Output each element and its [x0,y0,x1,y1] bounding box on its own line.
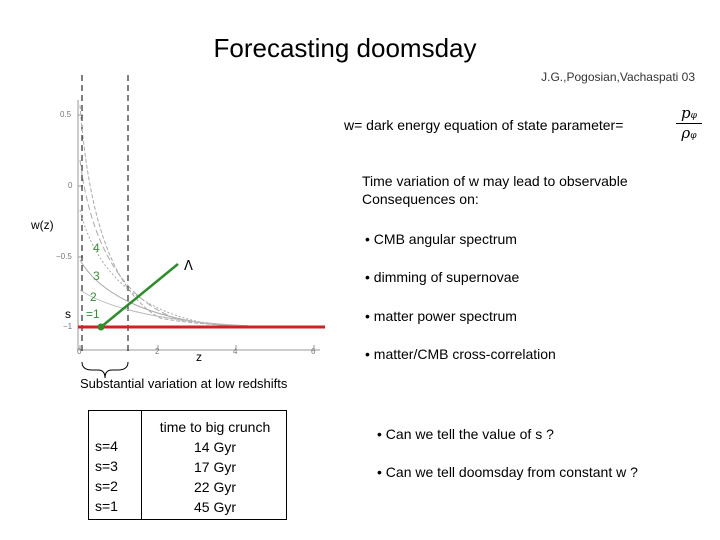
curve-label-4: 4 [93,241,100,255]
table-s-column: s=4 s=3 s=2 s=1 [95,436,118,516]
time-variation-line-2: Consequences on: [362,191,479,207]
curve-s4 [79,104,321,328]
table-row-s2: s=2 [95,478,118,494]
lambda-pointer [100,263,179,328]
definition-text: w= dark energy equation of state paramet… [344,117,624,133]
bullet-matter-power: • matter power spectrum [365,308,517,324]
plot-x-label: z [196,350,202,364]
bullet-supernovae: • dimming of supernovae [365,269,520,285]
y-tick-neg0.5: −0.5 [56,252,72,261]
pressure-density-fraction: pφ ρφ [676,104,702,142]
curve-label-1: =1 [86,307,100,321]
fraction-numerator: pφ [676,104,702,124]
table-row-s1: s=1 [95,498,118,514]
big-crunch-table: s=4 s=3 s=2 s=1 time to big crunch 14 Gy… [88,410,287,520]
table-divider [141,411,142,519]
x-tick-2: 2 [155,347,160,356]
curve-s1 [79,259,321,328]
y-tick-neg1: −1 [63,322,73,331]
question-doomsday: • Can we tell doomsday from constant w ? [377,464,638,480]
plot-y-label: w(z) [31,218,54,232]
x-tick-0: 0 [77,347,82,356]
table-time-s1: 45 Gyr [193,499,236,515]
y-tick-0: 0 [68,181,73,190]
fraction-denominator: ρφ [681,124,697,142]
authors-credit: J.G.,Pogosian,Vachaspati 03 [541,70,695,84]
curve-s3 [79,159,321,328]
low-redshift-annotation: Substantial variation at low redshifts [80,376,288,391]
table-time-s3: 17 Gyr [193,459,236,475]
curve-label-3: 3 [93,269,100,283]
time-variation-text: Time variation of w may lead to observab… [362,172,628,208]
s1-point-marker [97,323,105,331]
table-row-s4: s=4 [95,438,118,454]
table-time-s4: 14 Gyr [193,439,236,455]
lambda-symbol: Λ [184,259,193,274]
table-header: time to big crunch [159,419,271,435]
bullet-cmb: • CMB angular spectrum [365,231,517,247]
table-time-s2: 22 Gyr [193,479,236,495]
low-redshift-brace [81,361,129,379]
s-label: s [65,307,71,321]
x-tick-6: 6 [311,347,316,356]
y-tick-0.5: 0.5 [60,110,72,119]
table-time-column: time to big crunch 14 Gyr 17 Gyr 22 Gyr … [151,417,279,517]
curve-label-2: 2 [90,290,97,304]
x-tick-4: 4 [233,347,238,356]
time-variation-line-1: Time variation of w may lead to observab… [362,173,628,189]
curve-extra [79,289,321,328]
page-title: Forecasting doomsday [213,33,477,63]
table-row-s3: s=3 [95,458,118,474]
bullet-cross-correlation: • matter/CMB cross-correlation [365,346,556,362]
question-s-value: • Can we tell the value of s ? [377,426,554,442]
